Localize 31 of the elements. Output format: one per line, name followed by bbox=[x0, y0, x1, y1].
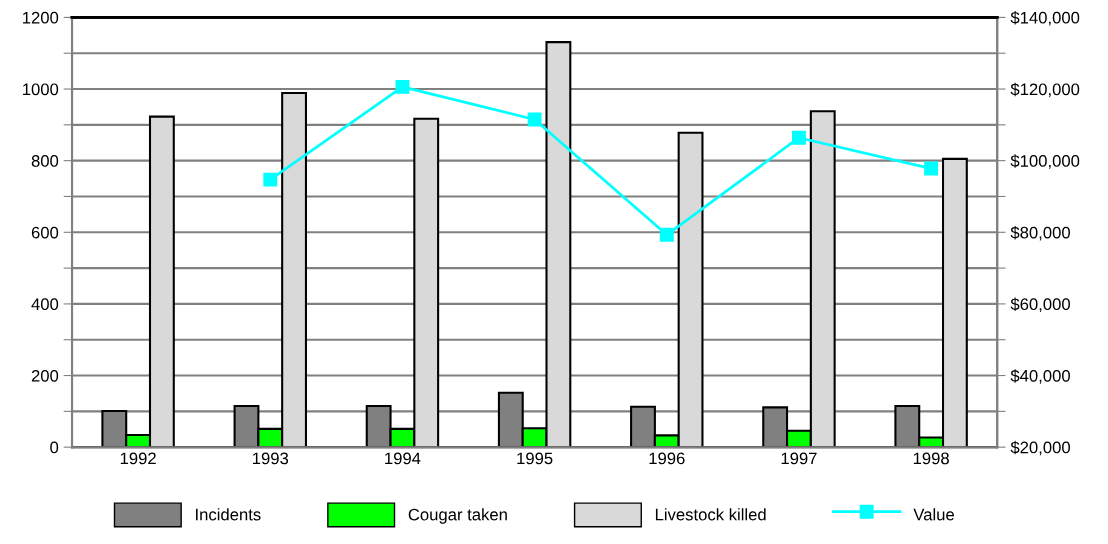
point bbox=[527, 112, 542, 127]
x-tick-label: 1994 bbox=[385, 452, 421, 465]
x-tick-label: 1996 bbox=[649, 452, 685, 465]
x-tick-label: 1992 bbox=[120, 452, 156, 465]
y2-tick-label: $100,000 bbox=[1010, 154, 1080, 169]
legend-label: Incidents bbox=[196, 508, 261, 521]
y-tick-label: 1000 bbox=[23, 83, 59, 96]
y-tick-label: 800 bbox=[31, 155, 59, 167]
y2-tick-label: $120,000 bbox=[1010, 82, 1080, 98]
point bbox=[263, 172, 278, 187]
y-tick-label: 600 bbox=[31, 226, 59, 239]
y-tick-label: 200 bbox=[31, 369, 59, 382]
point bbox=[924, 161, 939, 176]
legend-label: Cougar taken bbox=[408, 508, 507, 524]
y2-tick-label: $20,000 bbox=[1010, 440, 1070, 456]
y2-tick-label: $80,000 bbox=[1010, 225, 1070, 241]
y-tick-label: 0 bbox=[50, 441, 59, 454]
x-tick-label: 1998 bbox=[913, 452, 949, 465]
x-tick-label: 1993 bbox=[253, 452, 289, 465]
y-tick-label: 400 bbox=[31, 298, 59, 311]
point bbox=[659, 227, 674, 242]
y2-tick-label: $60,000 bbox=[1010, 297, 1070, 313]
x-tick-label: 1997 bbox=[781, 452, 817, 465]
y-tick-label: 1200 bbox=[23, 11, 59, 24]
point bbox=[792, 130, 806, 145]
y2-tick-label: $140,000 bbox=[1010, 11, 1080, 26]
legend-label: Livestock killed bbox=[655, 508, 766, 521]
x-tick-label: 1995 bbox=[517, 452, 553, 465]
y2-tick-label: $40,000 bbox=[1010, 369, 1070, 384]
point bbox=[395, 79, 410, 94]
legend-label: Value bbox=[913, 508, 954, 521]
